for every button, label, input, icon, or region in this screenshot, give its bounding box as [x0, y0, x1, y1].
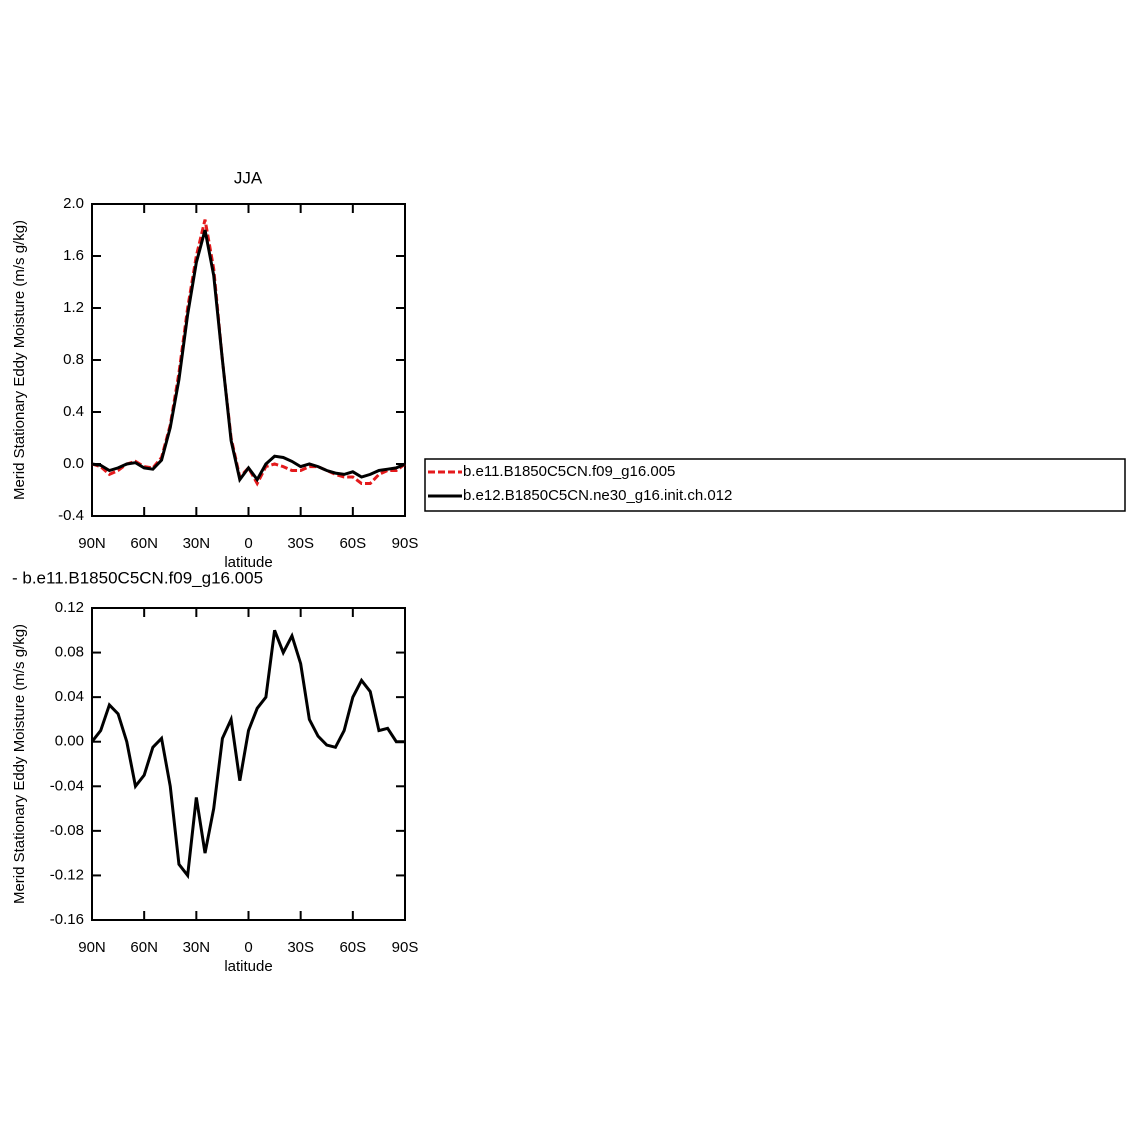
- x-tick-label: 0: [244, 939, 252, 956]
- plot-frame: [91, 203, 406, 517]
- y-tick-label: 0.4: [63, 403, 84, 420]
- x-tick-label: 60N: [130, 535, 158, 552]
- y-tick-label: -0.16: [50, 911, 84, 928]
- y-tick-label: 0.0: [63, 455, 84, 472]
- x-tick-label: 30S: [287, 939, 314, 956]
- x-tick-label: 30S: [287, 535, 314, 552]
- x-tick-label: 90N: [78, 535, 106, 552]
- x-tick-label: 60S: [339, 939, 366, 956]
- legend-box: [424, 458, 1126, 512]
- y-tick-label: -0.04: [50, 777, 84, 794]
- x-tick-label: 30N: [183, 535, 211, 552]
- x-tick-label: 0: [244, 535, 252, 552]
- y-axis-label: Merid Stationary Eddy Moisture (m/s g/kg…: [11, 624, 28, 904]
- x-axis-label: latitude: [224, 554, 272, 571]
- x-axis-label: latitude: [224, 958, 272, 975]
- y-tick-label: -0.4: [58, 507, 84, 524]
- plot-frame: [91, 607, 406, 921]
- y-tick-label: 0.8: [63, 351, 84, 368]
- y-axis-label: Merid Stationary Eddy Moisture (m/s g/kg…: [11, 220, 28, 500]
- x-tick-label: 60N: [130, 939, 158, 956]
- x-tick-label: 90S: [392, 939, 419, 956]
- legend-label: b.e11.B1850C5CN.f09_g16.005: [463, 463, 675, 480]
- x-tick-label: 90S: [392, 535, 419, 552]
- y-tick-label: -0.08: [50, 822, 84, 839]
- y-tick-label: 0.00: [55, 733, 84, 750]
- x-tick-label: 30N: [183, 939, 211, 956]
- series-line: [91, 229, 406, 484]
- x-tick-label: 90N: [78, 939, 106, 956]
- legend-label: b.e12.B1850C5CN.ne30_g16.init.ch.012: [463, 487, 732, 504]
- y-tick-label: 0.08: [55, 644, 84, 661]
- series-line: [91, 219, 406, 487]
- y-tick-label: -0.12: [50, 866, 84, 883]
- y-tick-label: 0.12: [55, 599, 84, 616]
- y-tick-label: 2.0: [63, 195, 84, 212]
- y-tick-label: 1.2: [63, 299, 84, 316]
- chart-title: - b.e11.B1850C5CN.f09_g16.005: [12, 568, 263, 587]
- x-tick-label: 60S: [339, 535, 366, 552]
- y-tick-label: 1.6: [63, 247, 84, 264]
- chart-title: JJA: [234, 168, 263, 187]
- y-tick-label: 0.04: [55, 688, 84, 705]
- series-line: [90, 629, 405, 880]
